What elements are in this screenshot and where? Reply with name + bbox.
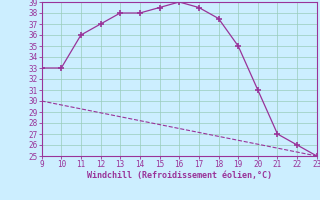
X-axis label: Windchill (Refroidissement éolien,°C): Windchill (Refroidissement éolien,°C) bbox=[87, 171, 272, 180]
